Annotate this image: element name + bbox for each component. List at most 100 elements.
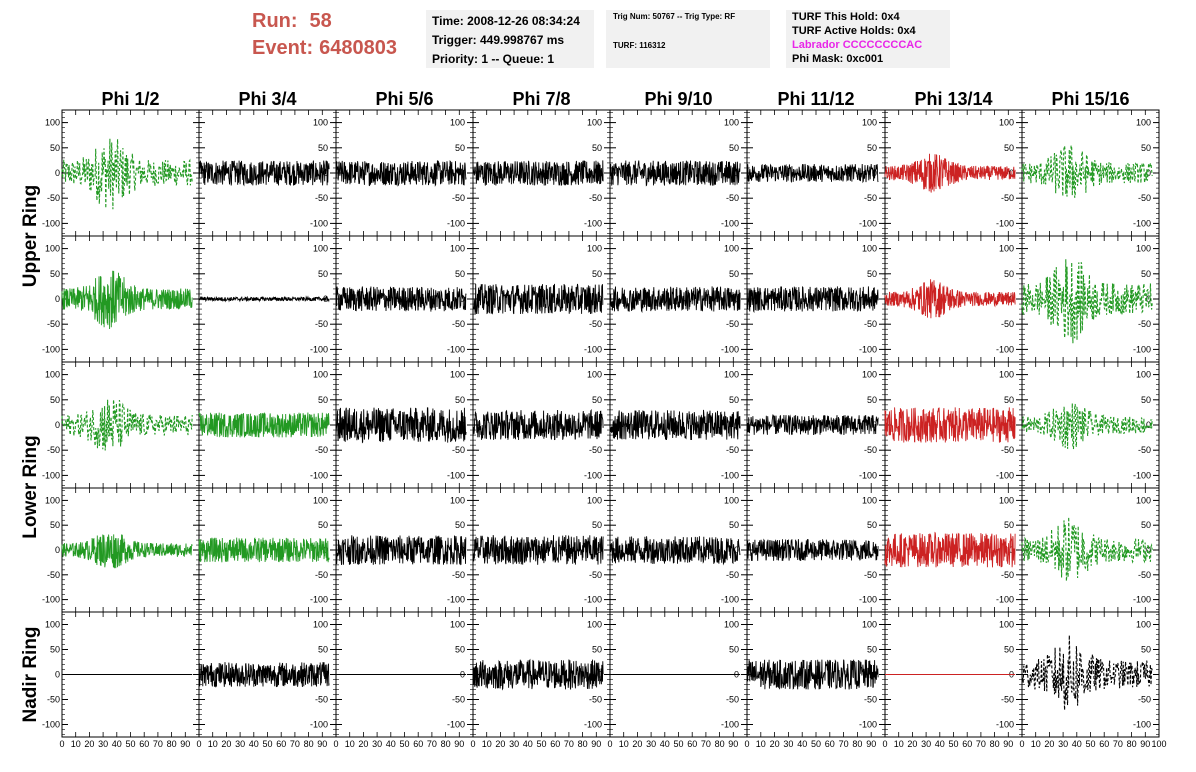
y-tick-label: 100 bbox=[724, 118, 739, 128]
y-tick-label: 50 bbox=[318, 520, 328, 530]
y-tick-label: -50 bbox=[315, 445, 328, 455]
x-tick-label: 40 bbox=[249, 739, 259, 749]
y-tick-label: -50 bbox=[1001, 445, 1014, 455]
x-tick-label: 70 bbox=[1113, 739, 1123, 749]
y-tick-label: -100 bbox=[42, 218, 60, 228]
x-tick-label: 90 bbox=[591, 739, 601, 749]
y-tick-label: 100 bbox=[724, 370, 739, 380]
x-tick-label: 50 bbox=[948, 739, 958, 749]
waveform-r1-c1 bbox=[61, 138, 193, 210]
x-tick-label: 30 bbox=[372, 739, 382, 749]
column-header-3: Phi 5/6 bbox=[375, 89, 433, 109]
y-tick-label: 50 bbox=[592, 269, 602, 279]
y-tick-label: 100 bbox=[313, 370, 328, 380]
y-tick-label: 100 bbox=[45, 118, 60, 128]
y-tick-label: -100 bbox=[859, 720, 877, 730]
y-tick-label: -100 bbox=[447, 470, 465, 480]
turf-text: TURF: 116312 bbox=[613, 41, 666, 50]
y-tick-label: -100 bbox=[584, 470, 602, 480]
y-tick-label: 100 bbox=[587, 495, 602, 505]
x-tick-label: 80 bbox=[715, 739, 725, 749]
y-tick-label: -50 bbox=[315, 695, 328, 705]
x-tick-label: 10 bbox=[345, 739, 355, 749]
waveform-r1-c4 bbox=[472, 160, 604, 187]
x-tick-label: 30 bbox=[1058, 739, 1068, 749]
y-tick-label: -100 bbox=[310, 470, 328, 480]
x-tick-label: 60 bbox=[825, 739, 835, 749]
y-tick-label: -100 bbox=[859, 470, 877, 480]
waveform-r1-c8 bbox=[1021, 145, 1153, 198]
waveform-r2-c3 bbox=[335, 286, 467, 312]
x-tick-label: 0 bbox=[333, 739, 338, 749]
y-tick-label: -50 bbox=[589, 319, 602, 329]
y-tick-label: 50 bbox=[50, 269, 60, 279]
y-tick-label: -50 bbox=[726, 570, 739, 580]
turf-active-holds-text: TURF Active Holds: 0x4 bbox=[792, 25, 916, 37]
x-tick-label: 10 bbox=[619, 739, 629, 749]
y-tick-label: 100 bbox=[1136, 370, 1151, 380]
y-tick-label: 0 bbox=[1146, 545, 1151, 555]
x-tick-label: 10 bbox=[756, 739, 766, 749]
x-tick-label: 90 bbox=[454, 739, 464, 749]
event-value: 6480803 bbox=[319, 37, 397, 59]
x-tick-label: 70 bbox=[290, 739, 300, 749]
x-tick-label: 20 bbox=[632, 739, 642, 749]
waveform-r2-c7 bbox=[884, 279, 1016, 319]
x-tick-label: 80 bbox=[990, 739, 1000, 749]
y-tick-label: 100 bbox=[45, 370, 60, 380]
x-tick-label: 90 bbox=[866, 739, 876, 749]
waveform-r2-c4 bbox=[472, 283, 604, 315]
x-tick-label: 90 bbox=[1003, 739, 1013, 749]
x-tick-label: 40 bbox=[386, 739, 396, 749]
x-tick-label: 10 bbox=[894, 739, 904, 749]
waveform-r3-c7 bbox=[884, 407, 1016, 443]
y-tick-label: 50 bbox=[867, 645, 877, 655]
x-tick-label: 0 bbox=[882, 739, 887, 749]
x-tick-label: 50 bbox=[1085, 739, 1095, 749]
y-tick-label: 100 bbox=[862, 244, 877, 254]
x-tick-label: 0 bbox=[196, 739, 201, 749]
y-tick-label: -100 bbox=[721, 720, 739, 730]
y-tick-label: -50 bbox=[726, 193, 739, 203]
y-tick-label: 50 bbox=[867, 520, 877, 530]
y-tick-label: -100 bbox=[584, 720, 602, 730]
x-tick-label: 20 bbox=[358, 739, 368, 749]
y-tick-label: 50 bbox=[1004, 395, 1014, 405]
waveform-r4-c2 bbox=[198, 537, 330, 563]
x-tick-label: 70 bbox=[839, 739, 849, 749]
y-tick-label: -100 bbox=[310, 595, 328, 605]
waveform-r4-c6 bbox=[746, 538, 879, 561]
y-tick-label: 100 bbox=[450, 244, 465, 254]
waveform-r1-c3 bbox=[335, 160, 467, 187]
y-tick-label: -50 bbox=[1138, 695, 1151, 705]
panel-frame-r3-c8 bbox=[1021, 361, 1160, 489]
x-tick-label: 60 bbox=[962, 739, 972, 749]
y-tick-label: 100 bbox=[313, 118, 328, 128]
y-tick-label: 100 bbox=[1136, 495, 1151, 505]
y-tick-label: 100 bbox=[450, 370, 465, 380]
waveform-r3-c6 bbox=[746, 414, 879, 436]
turf-info-panel: TURF This Hold: 0x4 TURF Active Holds: 0… bbox=[786, 10, 950, 68]
y-tick-label: 50 bbox=[1004, 645, 1014, 655]
x-tick-label: 80 bbox=[852, 739, 862, 749]
waveform-r2-c5 bbox=[609, 286, 741, 314]
y-tick-label: 100 bbox=[450, 495, 465, 505]
y-tick-label: 50 bbox=[1141, 520, 1151, 530]
time-text: Time: 2008-12-26 08:34:24 bbox=[432, 14, 580, 28]
y-tick-label: -50 bbox=[1001, 570, 1014, 580]
waveform-r4-c4 bbox=[472, 535, 604, 565]
x-tick-label: 10 bbox=[1031, 739, 1041, 749]
y-tick-label: 100 bbox=[313, 244, 328, 254]
x-tick-label: 60 bbox=[413, 739, 423, 749]
column-header-6: Phi 11/12 bbox=[777, 89, 854, 109]
y-tick-label: -50 bbox=[864, 319, 877, 329]
y-tick-label: -50 bbox=[452, 193, 465, 203]
x-tick-label: 50 bbox=[673, 739, 683, 749]
y-tick-label: 0 bbox=[1146, 420, 1151, 430]
x-tick-label: 60 bbox=[550, 739, 560, 749]
y-tick-label: -100 bbox=[996, 720, 1014, 730]
y-tick-label: 100 bbox=[450, 620, 465, 630]
waveform-r4-c1 bbox=[61, 534, 193, 569]
y-tick-label: 100 bbox=[1136, 620, 1151, 630]
